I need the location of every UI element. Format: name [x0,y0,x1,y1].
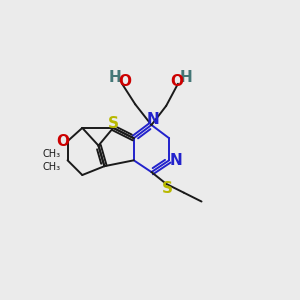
Text: CH₃: CH₃ [42,149,60,159]
Text: S: S [108,116,119,131]
Text: N: N [169,153,182,168]
Text: N: N [147,112,159,127]
Text: H: H [180,70,193,85]
Text: H: H [108,70,121,85]
Text: S: S [162,182,173,196]
Text: O: O [57,134,70,149]
Text: CH₃: CH₃ [42,162,60,172]
Text: O: O [170,74,183,89]
Text: O: O [118,74,131,89]
